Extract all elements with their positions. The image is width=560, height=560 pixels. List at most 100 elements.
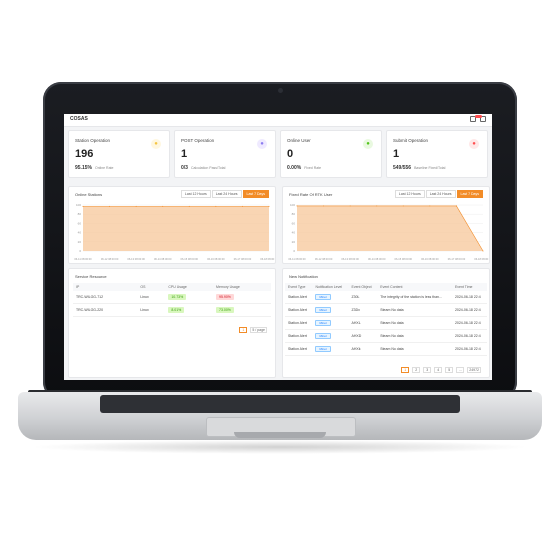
cell-object: AHXk — [348, 342, 378, 356]
stat-label: POST Operation — [181, 138, 215, 143]
col-cpu: CPU Usage — [165, 283, 214, 291]
x-tick-label: 06-14 08:00:00 — [368, 257, 386, 261]
cell-object: AHXL — [348, 316, 378, 330]
y-tick-label: 60 — [292, 221, 296, 225]
level-tag: Minor — [315, 294, 331, 300]
page-button[interactable]: 24972 — [467, 367, 481, 373]
cell-content: Steam No data — [377, 303, 452, 317]
bell-icon[interactable] — [470, 116, 476, 122]
fixed-rate-chart: 0 20 40 60 80 100 06-11 08:00:00 06-12 08:00:00… — [288, 203, 489, 261]
data-point — [323, 205, 325, 207]
dashboard-screen: COSAS Station Operation 196 95.15% Online… — [64, 114, 492, 380]
page-button[interactable]: 1 — [239, 327, 248, 333]
tab-last-12-hours[interactable]: Last 12 Hours — [180, 190, 211, 198]
table-row: Station Alert Minor Z30L The integrity o… — [285, 291, 487, 304]
stat-label: Station Operation — [75, 138, 111, 143]
data-point — [376, 205, 378, 207]
data-point — [188, 205, 190, 207]
cell-memory: 95.90% — [213, 291, 271, 304]
stat-card-submit: Submit Operation 1 549/556 Baseline Fixed… — [386, 130, 488, 178]
y-tick-label: 100 — [76, 203, 81, 207]
map-pin-icon: ● — [151, 139, 161, 149]
page-ellipsis: ... — [456, 367, 465, 373]
memory-pill: 73.00% — [216, 307, 234, 313]
tab-last-24-hours[interactable]: Last 24 Hours — [211, 190, 242, 198]
service-resource-table: IP OS CPU Usage Memory Usage TRC-WILGG-7… — [73, 283, 271, 317]
y-tick-label: 80 — [78, 212, 82, 216]
cell-type: Station Alert — [285, 329, 313, 343]
cpu-pill: 10.73% — [168, 294, 187, 300]
cell-content: Steam No data — [377, 329, 452, 343]
cell-level: Minor — [312, 329, 349, 343]
y-tick-label: 0 — [293, 249, 295, 253]
cell-type: Station Alert — [285, 303, 313, 317]
col-ip: IP — [73, 283, 138, 291]
series-area — [83, 206, 269, 251]
page-button[interactable]: 1 — [401, 367, 410, 373]
x-tick-label: 06-12 08:00:00 — [315, 257, 333, 261]
page-size-select[interactable]: 5 / page — [250, 327, 267, 333]
chart-title: Fixed Rate Of RTK User — [289, 192, 333, 197]
series-line — [297, 205, 484, 252]
stat-sub: 0/3 Calculation Pass/Total — [181, 165, 226, 171]
x-tick-label: 06-18 08:00:00 — [260, 257, 275, 261]
table-row: TRC-WILGG-712 Linux 10.73% 95.90% — [73, 291, 271, 304]
col-memory: Memory Usage — [213, 283, 271, 291]
chart-title: Online Stations — [75, 192, 103, 197]
page-button[interactable]: 4 — [434, 367, 443, 373]
stat-card-post: POST Operation 1 0/3 Calculation Pass/Tot… — [174, 130, 276, 178]
page-button[interactable]: 3 — [423, 367, 432, 373]
laptop-shadow — [30, 440, 530, 454]
stat-sub: 0.00% Fixed Rate — [287, 165, 322, 171]
page-button[interactable]: 5 — [445, 367, 454, 373]
cell-level: Minor — [312, 342, 349, 356]
cell-object: Z3Dx — [348, 303, 378, 317]
tab-last-24-hours[interactable]: Last 24 Hours — [425, 190, 456, 198]
cell-level: Minor — [312, 291, 349, 304]
y-tick-label: 20 — [292, 240, 296, 244]
y-tick-label: 40 — [78, 231, 82, 235]
notification-badge — [475, 115, 482, 118]
notification-table: Event Type Notification Level Event Obje… — [285, 283, 487, 356]
cell-ip: TRC-WILGG-712 — [73, 291, 138, 304]
notification-panel: New Notification Event Type Notification… — [282, 268, 490, 378]
logout-icon[interactable] — [480, 116, 486, 122]
cell-content: The integrity of the station is less tha… — [377, 291, 452, 304]
table-row: Station Alert Minor Z3Dx Steam No data 2… — [285, 303, 487, 317]
x-tick-label: 06-17 08:00:00 — [234, 257, 252, 261]
time-tabs: Last 12 Hours Last 24 Hours Last 7 Days — [180, 190, 269, 198]
data-point — [162, 205, 164, 207]
stat-value: 1 — [181, 148, 188, 160]
tab-last-7-days[interactable]: Last 7 Days — [242, 190, 269, 198]
x-tick-label: 06-13 08:00:00 — [127, 257, 145, 261]
data-point — [215, 205, 217, 207]
data-point — [268, 205, 270, 207]
data-point — [482, 250, 484, 252]
page-button[interactable]: 2 — [412, 367, 421, 373]
level-tag: Minor — [315, 320, 331, 326]
tab-last-7-days[interactable]: Last 7 Days — [456, 190, 483, 198]
cell-time: 2024-06-18 22:4 — [451, 342, 487, 356]
x-tick-label: 06-17 08:00:00 — [448, 257, 466, 261]
cell-content: Steam No data — [377, 316, 452, 330]
stats-row: Station Operation 196 95.15% Online Rate … — [68, 130, 488, 178]
stat-sub: 549/556 Baseline Fixed/Total — [393, 165, 446, 171]
y-tick-label: 20 — [78, 240, 82, 244]
stat-value: 196 — [75, 148, 94, 160]
data-point — [455, 205, 457, 207]
top-icons — [470, 116, 486, 122]
x-tick-label: 06-12 08:00:00 — [101, 257, 119, 261]
cell-ip: TRC-WILGG-220 — [73, 303, 138, 317]
col-level: Notification Level — [312, 283, 349, 291]
stat-value: 1 — [393, 148, 400, 160]
time-tabs: Last 12 Hours Last 24 Hours Last 7 Days — [394, 190, 483, 198]
cell-time: 2024-06-18 22:4 — [451, 316, 487, 330]
x-tick-label: 06-16 08:00:00 — [421, 257, 439, 261]
cell-time: 2024-06-18 22:4 — [451, 291, 487, 304]
tab-last-12-hours[interactable]: Last 12 Hours — [394, 190, 425, 198]
notification-title: New Notification — [289, 274, 318, 279]
x-tick-label: 06-16 08:00:00 — [207, 257, 225, 261]
database-icon: ● — [257, 139, 267, 149]
x-tick-label: 06-15 08:00:00 — [395, 257, 413, 261]
table-row: Station Alert Minor AHXL Steam No data 2… — [285, 316, 487, 330]
